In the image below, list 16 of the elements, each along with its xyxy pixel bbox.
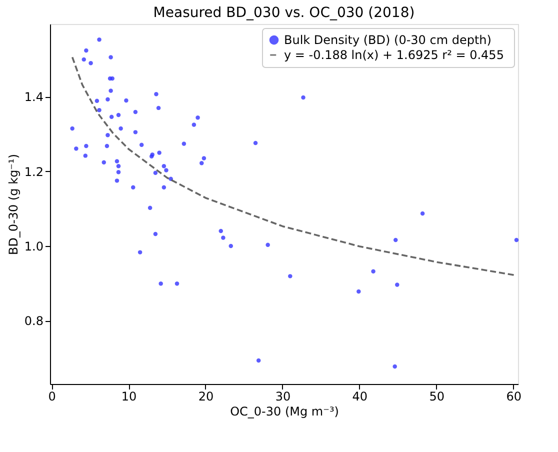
y-tick-label: 1.0 [24, 239, 44, 254]
x-tick-label: 10 [121, 390, 137, 404]
x-tick-label: 60 [506, 390, 522, 404]
chart-title: Measured BD_030 vs. OC_030 (2018) [153, 5, 415, 21]
y-tick-label: 0.8 [24, 314, 44, 328]
y-tick-label: 1.2 [24, 164, 44, 179]
legend-label: Bulk Density (BD) (0-30 cm depth) [284, 33, 492, 47]
y-tick-label: 1.4 [24, 90, 44, 104]
x-tick-label: 50 [429, 390, 445, 404]
x-tick-label: 40 [352, 390, 368, 404]
x-tick-label: 20 [198, 390, 214, 404]
y-axis-title: BD_0-30 (g kg⁻¹) [6, 154, 20, 256]
x-tick-label: 30 [275, 390, 291, 404]
legend-label: y = -0.188 ln(x) + 1.6925 r² = 0.455 [284, 48, 504, 62]
x-axis-title: OC_0-30 (Mg m⁻³) [230, 404, 339, 418]
x-tick-label: 0 [48, 390, 56, 404]
